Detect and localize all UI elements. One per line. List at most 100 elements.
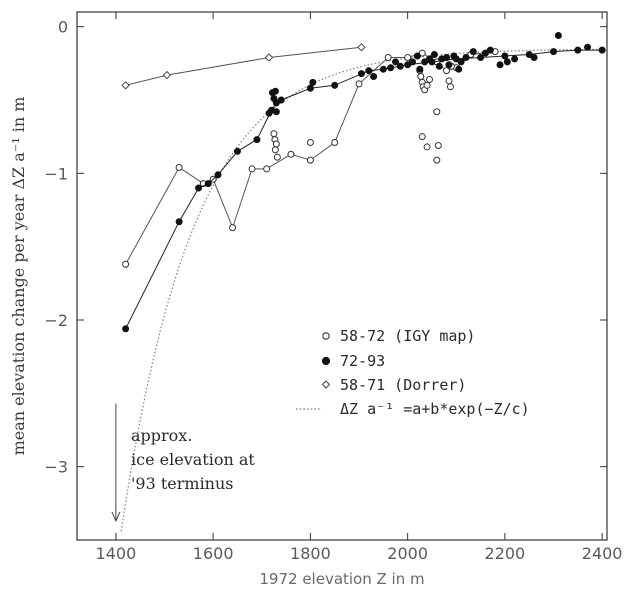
series-72-93-point (554, 31, 562, 39)
y-tick-label: −2 (44, 311, 68, 330)
dorrer-point (162, 70, 172, 80)
igy-point (445, 77, 453, 85)
y-tick-label: −1 (44, 164, 68, 183)
series-fit-curve (120, 48, 607, 532)
dorrer-point (357, 42, 366, 52)
series-72-93-point (253, 136, 261, 144)
igy-point (446, 83, 454, 91)
y-axis-title: mean elevation change per year ΔZ a⁻¹ in… (9, 97, 28, 456)
x-tick-labels: 1400 1600 1800 2000 2200 2400 (96, 544, 623, 563)
igy-point (404, 53, 412, 61)
igy-point (355, 80, 363, 88)
series-72-93-point (270, 95, 278, 103)
series-72-93-point (450, 52, 458, 60)
legend-marker-open-diamond (321, 380, 331, 389)
x-tick-label: 1800 (290, 544, 331, 563)
annotation-line-2: ice elevation at (131, 450, 255, 469)
terminus-arrowhead-icon (111, 511, 121, 523)
legend-entry-72-93: 72-93 (321, 352, 385, 370)
series-72-93-point (233, 147, 241, 155)
igy-point (306, 139, 314, 147)
y-tick-label: −3 (44, 458, 68, 477)
igy-point (433, 108, 441, 116)
series-72-93-point (277, 96, 285, 104)
igy-point (248, 165, 256, 173)
x-tick-label: 2000 (387, 544, 428, 563)
y-tick-label: 0 (58, 18, 68, 37)
series-72-93-point (530, 53, 538, 61)
axis-ticks (77, 12, 607, 540)
igy-point (273, 153, 281, 161)
igy-point (175, 163, 183, 171)
plot-area-border (76, 11, 608, 541)
series-72-93-point (175, 218, 183, 226)
series-72-93-point (598, 46, 606, 54)
igy-point (426, 75, 434, 83)
igy-point (306, 156, 314, 164)
series-72-93-point (195, 184, 203, 192)
igy-point (122, 260, 130, 268)
igy-point (423, 81, 431, 89)
series-72-93-point (309, 78, 317, 86)
series-72-93-point (365, 67, 373, 75)
igy-point (287, 150, 295, 158)
igy-point (423, 143, 431, 151)
igy-point (443, 67, 451, 75)
series-layer (120, 31, 607, 532)
legend-marker-filled-circle (321, 356, 331, 366)
series-72-93-point (331, 81, 339, 89)
igy-point (417, 73, 425, 81)
igy-point (263, 165, 271, 173)
series-72-93-point (501, 52, 509, 60)
x-tick-label: 2400 (582, 544, 623, 563)
x-axis-title: 1972 elevation Z in m (259, 570, 424, 588)
series-72-93 (122, 31, 606, 333)
legend-entry-fit: ΔZ a⁻¹ =a+b*exp(−Z/c) (296, 400, 530, 418)
igy-point (270, 130, 278, 138)
series-72-93-point (357, 70, 365, 78)
igy-point (433, 156, 441, 164)
series-72-93-point (430, 51, 438, 59)
legend-entry-dorrer: 58-71 (Dorrer) (321, 376, 466, 394)
series-72-93-point (486, 46, 494, 54)
terminus-annotation: approx. ice elevation at '93 terminus (111, 403, 255, 523)
igy-point (434, 141, 442, 149)
dorrer-point (264, 53, 274, 62)
igy-point (418, 133, 426, 141)
series-72-93-point (445, 61, 453, 69)
series-72-93-point (496, 61, 504, 69)
y-tick-labels: 0 −1 −2 −3 (44, 18, 68, 477)
series-72-93-point (122, 325, 130, 333)
series-72-93-point (457, 58, 465, 66)
series-igy (122, 48, 499, 268)
series-72-93-point (469, 48, 477, 56)
igy-point (331, 139, 339, 147)
series-72-93-point (503, 58, 511, 66)
legend-label-igy: 58-72 (IGY map) (340, 327, 475, 345)
series-dorrer (121, 42, 366, 90)
series-72-93-point (396, 62, 404, 70)
series-72-93-point (271, 87, 279, 95)
series-72-93-point (214, 171, 222, 179)
igy-point (229, 224, 237, 232)
legend-marker-open-circle (322, 332, 330, 340)
fit-curve-line (120, 48, 607, 532)
series-72-93-point (477, 53, 485, 61)
igy-point (384, 53, 392, 61)
series-72-93-point (272, 108, 280, 116)
legend-entry-igy: 58-72 (IGY map) (322, 327, 475, 345)
series-72-93-point (584, 43, 592, 51)
dorrer-point (121, 81, 130, 90)
series-72-93-point (416, 65, 424, 73)
series-72-93-point (379, 65, 387, 73)
series-72-93-point (550, 48, 558, 56)
x-tick-label: 2200 (485, 544, 526, 563)
series-72-93-point (574, 46, 582, 54)
legend: 58-72 (IGY map) 72-93 58-71 (Dorrer) ΔZ … (296, 327, 530, 418)
igy-point (271, 146, 279, 154)
annotation-line-1: approx. (131, 426, 192, 445)
annotation-line-3: '93 terminus (131, 474, 234, 493)
series-72-93-point (443, 53, 451, 61)
series-72-93-point (413, 52, 421, 60)
